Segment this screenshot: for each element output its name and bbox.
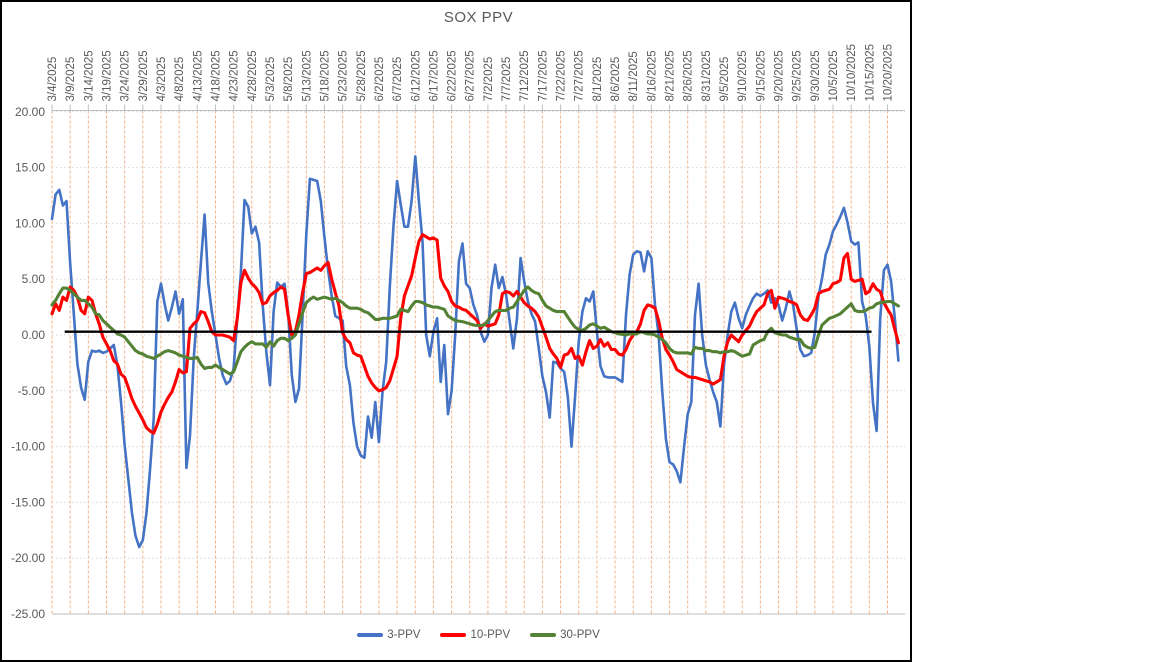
legend-swatch-3-ppv-line-icon <box>357 633 384 637</box>
x-tick-label: 8/21/2025 <box>665 50 677 101</box>
legend-item-3-ppv[interactable]: 3-PPV <box>357 629 420 641</box>
y-tick-label: -15.00 <box>11 495 45 509</box>
x-tick-label: 10/15/2025 <box>864 44 876 102</box>
x-tick-label: 9/30/2025 <box>810 50 822 101</box>
x-tick-label: 5/8/2025 <box>283 57 295 102</box>
x-tick-label: 6/27/2025 <box>465 50 477 101</box>
x-tick-label: 8/1/2025 <box>592 57 604 102</box>
x-tick-label: 3/19/2025 <box>101 50 113 101</box>
x-tick-label: 8/26/2025 <box>683 50 695 101</box>
x-tick-label: 7/12/2025 <box>519 50 531 101</box>
legend: 3-PPV 10-PPV 30-PPV <box>52 629 905 641</box>
x-tick-label: 6/2/2025 <box>374 57 386 102</box>
x-tick-label: 9/20/2025 <box>774 50 786 101</box>
x-tick-label: 10/5/2025 <box>828 50 840 101</box>
x-tick-label: 4/3/2025 <box>156 57 168 102</box>
x-tick-label: 7/2/2025 <box>483 57 495 102</box>
x-tick-label: 6/22/2025 <box>447 50 459 101</box>
x-tick-label: 7/22/2025 <box>556 50 568 101</box>
legend-label-30-ppv: 30-PPV <box>560 629 600 641</box>
y-tick-label: -25.00 <box>11 607 45 621</box>
x-tick-label: 5/18/2025 <box>319 50 331 101</box>
x-tick-label: 9/5/2025 <box>719 57 731 102</box>
x-tick-label: 3/14/2025 <box>83 50 95 101</box>
x-tick-label: 8/6/2025 <box>610 57 622 102</box>
chart-title[interactable]: SOX PPV <box>443 9 514 26</box>
x-tick-label: 9/10/2025 <box>737 50 749 101</box>
x-tick-label: 7/27/2025 <box>574 50 586 101</box>
y-tick-label: -20.00 <box>11 551 45 565</box>
x-tick-label: 5/23/2025 <box>338 50 350 101</box>
chart-frame[interactable]: SOX PPV 3/4/2025 3/9/2025 3/14/2025 3/19/20… <box>0 0 912 662</box>
x-tick-label: 6/7/2025 <box>392 57 404 102</box>
x-tick-label: 9/15/2025 <box>755 50 767 101</box>
legend-item-10-ppv[interactable]: 10-PPV <box>440 629 510 641</box>
x-tick-label: 10/20/2025 <box>882 44 894 102</box>
x-tick-label: 5/3/2025 <box>265 57 277 102</box>
x-tick-label: 6/17/2025 <box>428 50 440 101</box>
x-tick-label: 3/24/2025 <box>120 50 132 101</box>
x-tick-label: 7/17/2025 <box>537 50 549 101</box>
x-tick-label: 4/13/2025 <box>192 50 204 101</box>
x-tick-label: 5/13/2025 <box>301 50 313 101</box>
x-tick-label: 8/16/2025 <box>646 50 658 101</box>
x-tick-label: 4/18/2025 <box>210 50 222 101</box>
x-tick-label: 7/7/2025 <box>501 57 513 102</box>
x-tick-label: 10/10/2025 <box>846 44 858 102</box>
legend-label-3-ppv: 3-PPV <box>387 629 421 641</box>
series-line-10-ppv[interactable] <box>50 233 900 435</box>
y-tick-label: 20.00 <box>15 105 45 119</box>
series-line-3-ppv[interactable] <box>50 155 900 549</box>
x-tick-label: 3/29/2025 <box>138 50 150 101</box>
x-tick-label: 3/9/2025 <box>65 57 77 102</box>
legend-item-30-ppv[interactable]: 30-PPV <box>530 629 600 641</box>
x-tick-label: 3/4/2025 <box>47 57 59 102</box>
x-tick-label: 4/8/2025 <box>174 57 186 102</box>
x-tick-label: 8/31/2025 <box>701 50 713 101</box>
y-tick-label: 10.00 <box>15 216 45 230</box>
x-tick-label: 9/25/2025 <box>792 50 804 101</box>
y-tick-label: 0.00 <box>22 328 46 342</box>
x-tick-label: 6/12/2025 <box>410 50 422 101</box>
x-tick-label: 4/28/2025 <box>247 50 259 101</box>
legend-swatch-10-ppv-line-icon <box>440 633 467 637</box>
y-tick-label: 15.00 <box>15 161 45 175</box>
x-tick-label: 5/28/2025 <box>356 50 368 101</box>
x-tick-label: 8/11/2025 <box>628 51 640 101</box>
y-tick-label: 5.00 <box>22 272 46 286</box>
legend-swatch-30-ppv-line-icon <box>530 633 557 637</box>
y-tick-label: -5.00 <box>18 384 46 398</box>
legend-label-10-ppv: 10-PPV <box>470 629 511 641</box>
x-tick-label: 4/23/2025 <box>229 50 241 101</box>
y-tick-label: -10.00 <box>11 440 45 454</box>
series-line-30-ppv[interactable] <box>50 285 900 376</box>
